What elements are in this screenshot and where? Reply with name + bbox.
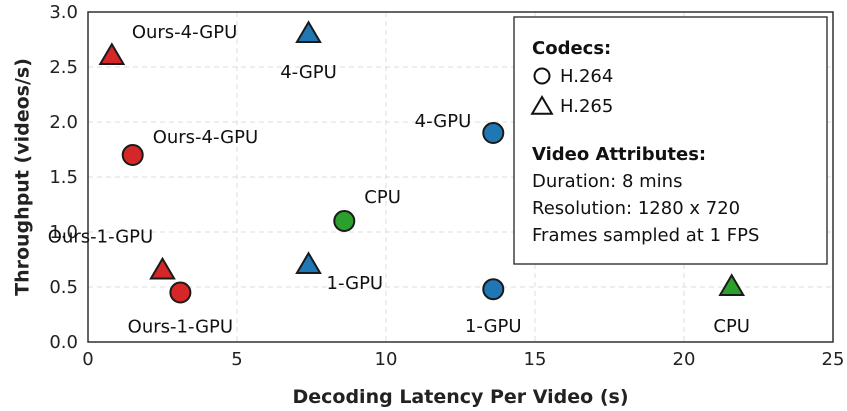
legend-attribute-line: Frames sampled at 1 FPS	[532, 225, 759, 246]
legend-attribute-line: Resolution: 1280 x 720	[532, 198, 740, 219]
point-circle-3	[482, 122, 505, 144]
point-label-5: Ours-1-GPU	[48, 227, 153, 248]
point-circle-6	[169, 281, 192, 304]
x-tick-label: 25	[822, 349, 845, 370]
tick-labels: 0 5 10 15 20 25 0.0 0.5 1.0 1.5 2.0 2.5 3.0	[49, 2, 844, 370]
point-label-8: 1-GPU	[465, 316, 522, 337]
point-label-6: Ours-1-GPU	[128, 317, 233, 338]
legend-triangle-icon	[530, 95, 554, 115]
x-tick-label: 15	[524, 349, 547, 370]
point-label-0: Ours-4-GPU	[132, 22, 237, 43]
x-tick-label: 20	[673, 349, 696, 370]
point-triangle-5	[149, 256, 176, 280]
legend-attributes-title: Video Attributes:	[532, 144, 706, 165]
point-label-7: 1-GPU	[327, 273, 384, 294]
legend-box	[513, 16, 828, 265]
x-axis-title: Decoding Latency Per Video (s)	[292, 386, 628, 408]
point-triangle-1	[295, 20, 322, 43]
point-label-4: CPU	[364, 187, 401, 208]
y-tick-label: 1.0	[49, 222, 78, 243]
y-axis-title: Throughput (videos/s)	[12, 58, 34, 296]
legend-codecs-title: Codecs:	[532, 38, 611, 59]
y-tick-label: 2.5	[49, 57, 78, 78]
point-label-1: 4-GPU	[280, 62, 337, 83]
y-tick-label: 2.0	[49, 112, 78, 133]
plot-border	[87, 11, 834, 343]
point-label-9: CPU	[713, 316, 750, 337]
y-tick-label: 0.0	[49, 332, 78, 353]
point-label-2: Ours-4-GPU	[153, 127, 258, 148]
x-tick-label: 5	[231, 349, 242, 370]
point-triangle-7	[295, 251, 322, 274]
legend-circle-icon	[533, 67, 551, 85]
legend: Codecs: H.264 H.265 Video Attributes: Durati…	[513, 16, 828, 265]
plot-frame	[87, 11, 834, 343]
point-circle-8	[482, 278, 505, 301]
legend-codec-label: H.264	[560, 66, 613, 87]
legend-codec-label: H.265	[560, 96, 613, 117]
point-circle-2	[121, 144, 144, 166]
y-tick-label: 1.5	[49, 167, 78, 188]
y-tick-label: 0.5	[49, 277, 78, 298]
point-triangle-9	[718, 273, 746, 296]
y-tick-label: 3.0	[49, 2, 78, 23]
legend-attribute-line: Duration: 8 mins	[532, 171, 682, 192]
x-tick-label: 0	[82, 349, 93, 370]
x-tick-label: 10	[375, 349, 398, 370]
point-circle-4	[333, 210, 356, 232]
data-points	[98, 20, 746, 304]
data-labels: Ours-4-GPU 4-GPU Ours-4-GPU 4-GPU CPU Ours-1-…	[48, 22, 750, 338]
point-label-3: 4-GPU	[415, 111, 472, 132]
point-triangle-0	[98, 42, 126, 65]
